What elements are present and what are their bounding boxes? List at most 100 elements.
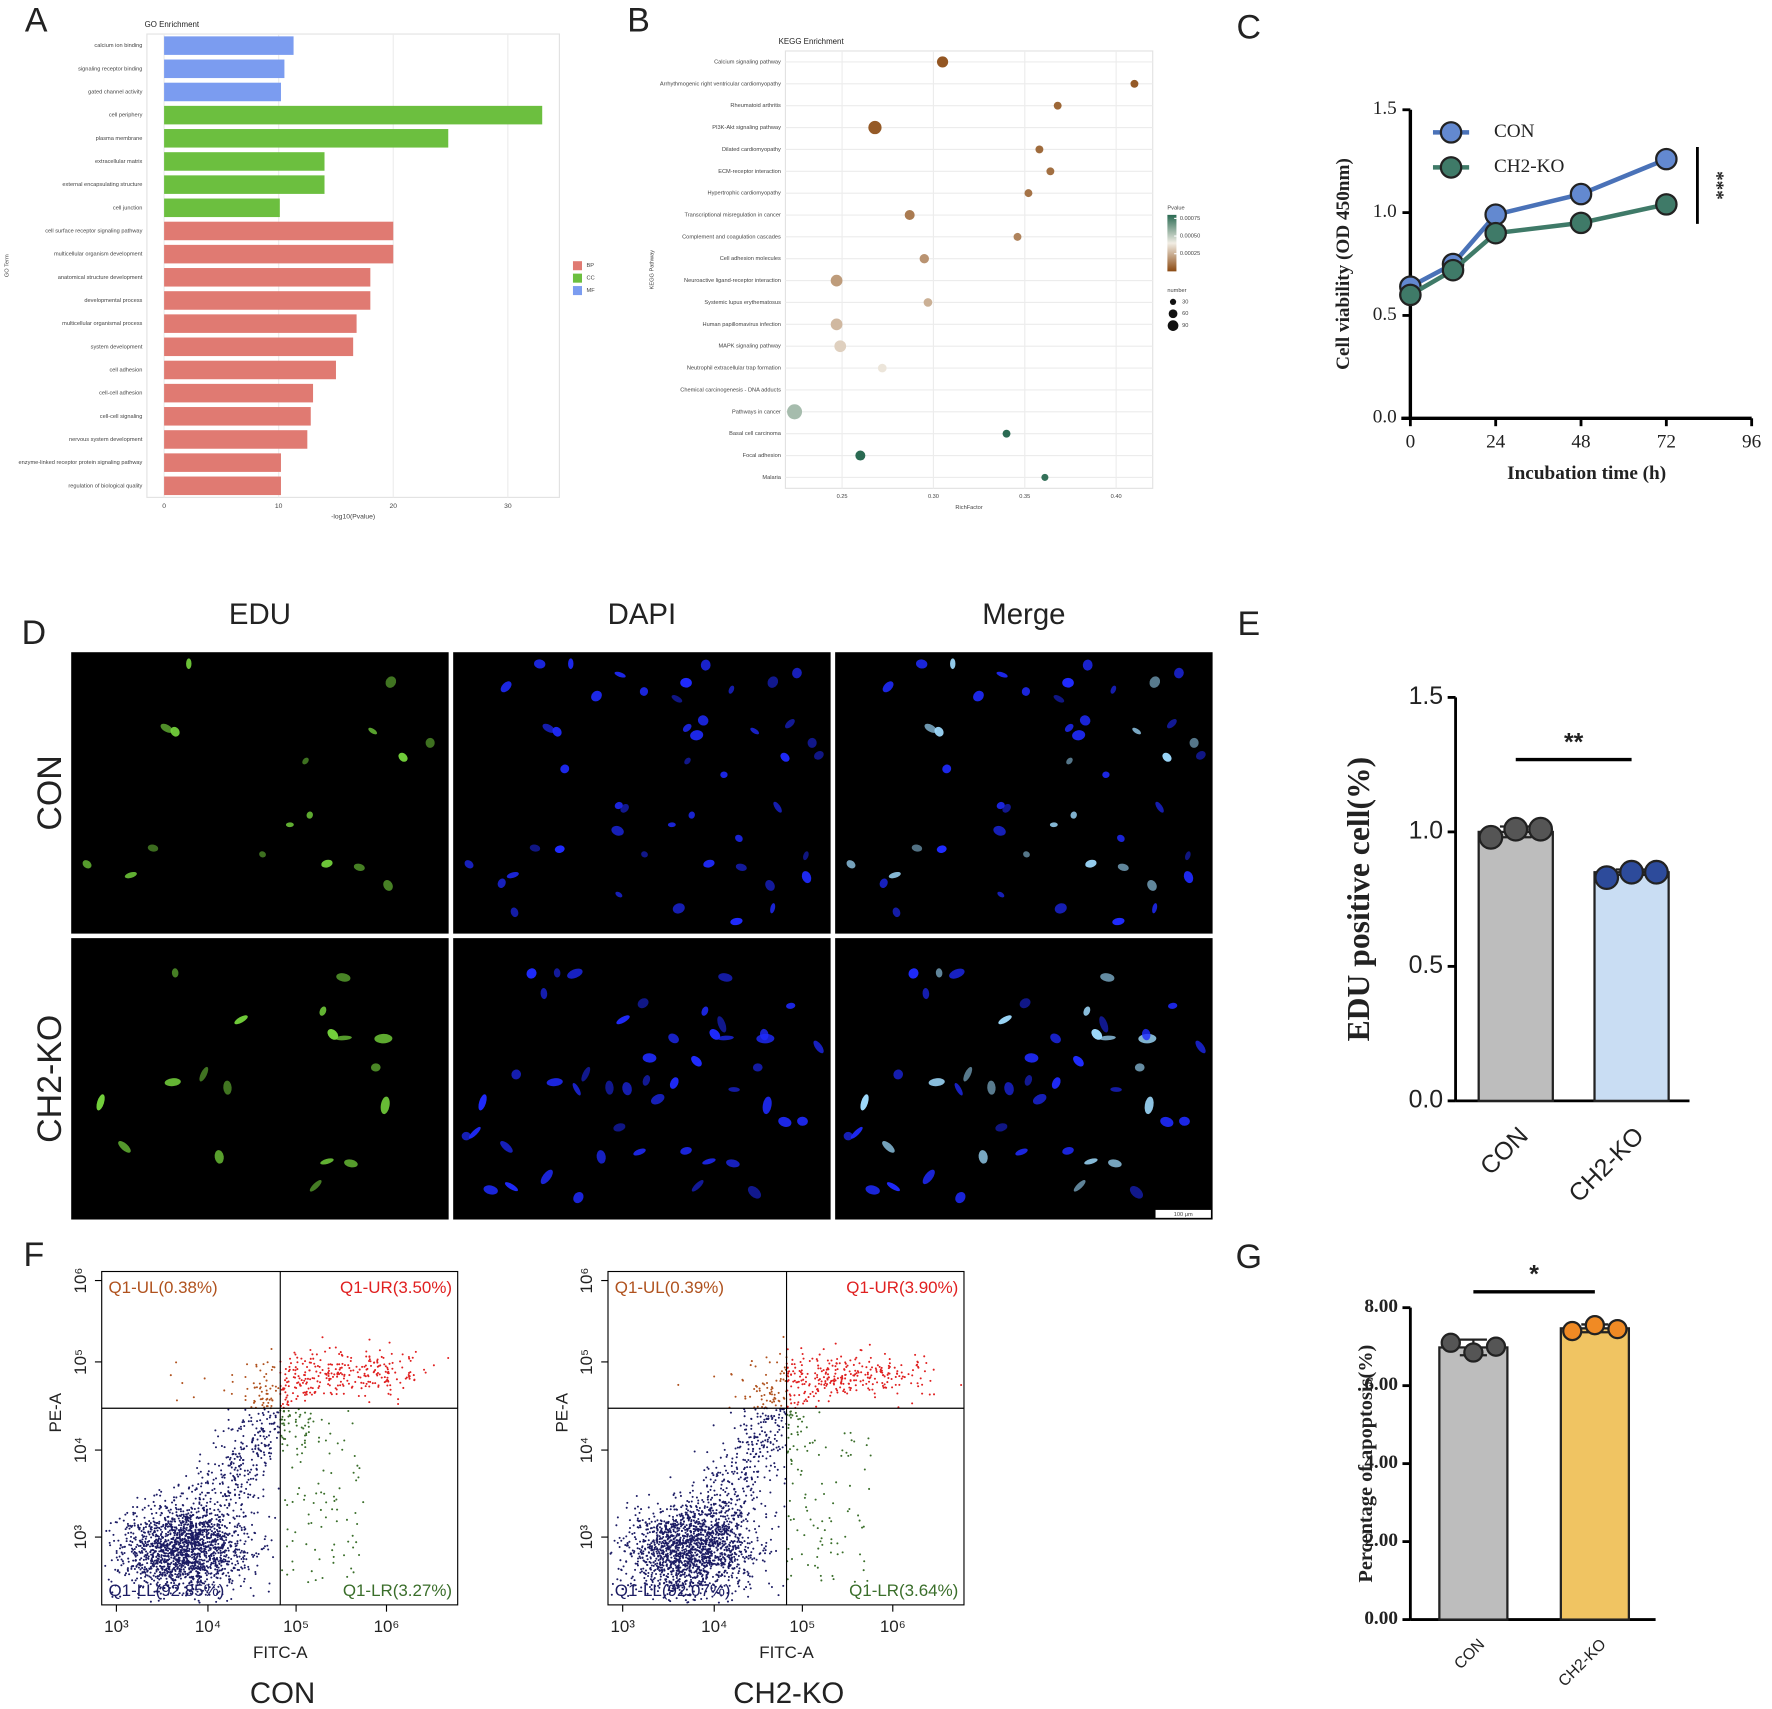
nucleus xyxy=(1062,1146,1074,1155)
event-dot xyxy=(641,1556,644,1559)
event-dot xyxy=(186,1589,189,1592)
nucleus xyxy=(728,1087,740,1092)
event-dot xyxy=(796,1448,799,1451)
event-dot xyxy=(238,1555,241,1558)
event-dot xyxy=(221,1518,224,1522)
event-dot xyxy=(338,1353,341,1356)
event-dot xyxy=(272,1412,275,1415)
event-dot xyxy=(693,1528,696,1531)
event-dot xyxy=(336,1384,339,1387)
event-dot xyxy=(243,1566,246,1569)
dot xyxy=(1035,145,1044,154)
event-dot xyxy=(357,1375,360,1378)
event-dot xyxy=(303,1494,306,1497)
event-dot xyxy=(223,1542,227,1545)
event-dot xyxy=(212,1531,215,1535)
event-dot xyxy=(298,1487,301,1490)
event-dot xyxy=(199,1493,202,1496)
event-dot xyxy=(144,1497,147,1500)
event-dot xyxy=(136,1496,139,1499)
event-dot xyxy=(184,1556,187,1559)
event-dot xyxy=(273,1366,276,1369)
event-dot xyxy=(706,1572,709,1575)
nucleus xyxy=(1082,659,1093,671)
event-dot xyxy=(197,1599,200,1602)
event-dot xyxy=(722,1566,725,1569)
event-dot xyxy=(407,1356,410,1359)
event-dot xyxy=(676,1539,679,1542)
event-dot xyxy=(216,1536,219,1539)
event-dot xyxy=(640,1508,643,1511)
event-dot xyxy=(702,1567,705,1570)
event-dot xyxy=(656,1529,659,1532)
event-dot xyxy=(364,1394,367,1397)
event-dot xyxy=(245,1445,248,1448)
event-dot xyxy=(622,1537,625,1540)
event-dot xyxy=(700,1533,703,1536)
event-dot xyxy=(267,1443,271,1446)
y-tick-label: 0.00 xyxy=(1364,1608,1398,1629)
event-dot xyxy=(154,1539,157,1542)
event-dot xyxy=(778,1428,781,1431)
event-dot xyxy=(699,1522,702,1525)
legend-swatch xyxy=(572,273,583,283)
event-dot xyxy=(143,1568,146,1571)
marker xyxy=(1569,211,1593,235)
event-dot xyxy=(743,1423,746,1426)
scale-bar xyxy=(1154,1208,1213,1219)
nucleus xyxy=(529,844,541,852)
event-dot xyxy=(217,1546,220,1549)
event-dot xyxy=(327,1363,330,1366)
event-dot xyxy=(727,1527,730,1530)
nucleus xyxy=(383,880,393,891)
event-dot xyxy=(182,1553,185,1556)
nucleus xyxy=(843,1131,853,1141)
event-dot xyxy=(689,1504,692,1507)
event-dot xyxy=(681,1573,684,1576)
event-dot xyxy=(130,1531,133,1534)
event-dot xyxy=(182,1510,185,1513)
event-dot xyxy=(200,1504,203,1507)
event-dot xyxy=(391,1367,394,1370)
event-dot xyxy=(236,1555,239,1558)
event-dot xyxy=(335,1388,338,1391)
event-dot xyxy=(205,1569,208,1572)
event-dot xyxy=(783,1505,786,1508)
legend-title: Pvalue xyxy=(1167,206,1184,212)
event-dot xyxy=(202,1521,205,1524)
event-dot xyxy=(165,1507,168,1510)
event-dot xyxy=(447,1356,450,1360)
event-dot xyxy=(754,1527,757,1531)
event-dot xyxy=(139,1568,142,1571)
dot xyxy=(1002,429,1011,438)
event-dot xyxy=(680,1514,683,1517)
event-dot xyxy=(181,1520,184,1523)
nucleus xyxy=(96,1094,105,1111)
event-dot xyxy=(655,1573,658,1576)
event-dot xyxy=(189,1565,192,1568)
event-dot xyxy=(653,1515,656,1518)
event-dot xyxy=(331,1549,334,1552)
event-dot xyxy=(192,1524,195,1527)
nucleus xyxy=(1167,1002,1178,1009)
event-dot xyxy=(143,1516,146,1519)
dot xyxy=(877,363,887,373)
event-dot xyxy=(140,1557,143,1560)
event-dot xyxy=(249,1586,252,1590)
event-dot xyxy=(170,1581,173,1584)
event-dot xyxy=(324,1516,327,1519)
legend-title: number xyxy=(1167,288,1186,294)
event-dot xyxy=(690,1520,693,1523)
event-dot xyxy=(794,1411,797,1414)
event-dot xyxy=(220,1560,223,1563)
event-dot xyxy=(650,1575,653,1578)
event-dot xyxy=(181,1537,184,1540)
event-dot xyxy=(232,1567,235,1570)
event-dot xyxy=(139,1539,142,1542)
nucleus xyxy=(344,1159,358,1168)
event-dot xyxy=(329,1432,332,1435)
event-dot xyxy=(173,1556,176,1559)
replicate-point xyxy=(1440,1332,1461,1353)
event-dot xyxy=(692,1539,695,1542)
event-dot xyxy=(119,1544,122,1547)
